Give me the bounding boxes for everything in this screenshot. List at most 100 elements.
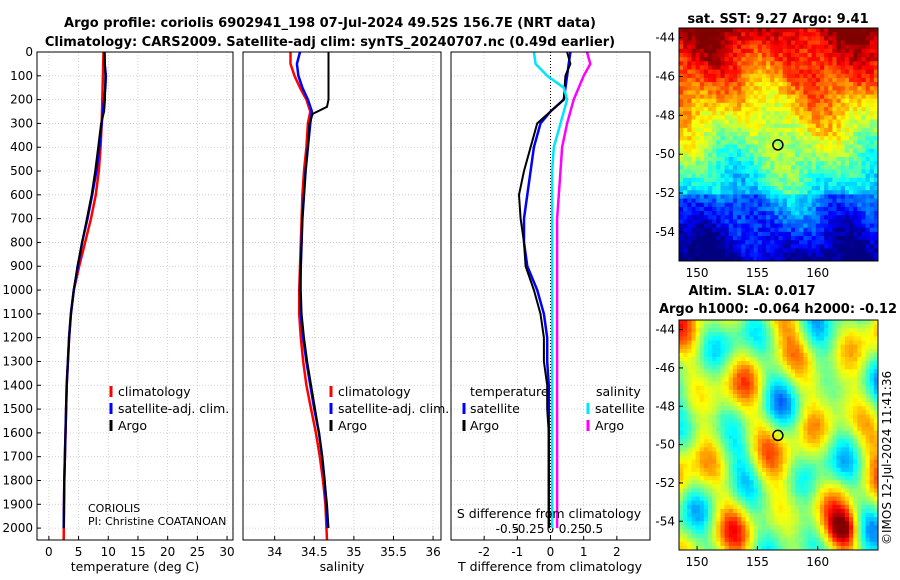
- map-cell: [683, 57, 688, 62]
- map-cell: [865, 443, 871, 448]
- map-cell: [828, 65, 833, 71]
- map-cell: [691, 169, 696, 175]
- map-cell: [737, 69, 742, 75]
- map-cell: [712, 190, 717, 195]
- map-cell: [786, 127, 792, 133]
- map-cell: [745, 32, 750, 37]
- map-cell: [786, 402, 792, 407]
- map-cell: [741, 165, 746, 170]
- map-cell: [824, 393, 829, 399]
- map-cell: [869, 332, 875, 337]
- map-cell: [799, 418, 804, 424]
- map-cell: [745, 148, 750, 154]
- map-cell: [703, 484, 709, 489]
- map-cell: [778, 132, 784, 137]
- map-cell: [683, 348, 688, 354]
- map-cell: [753, 463, 759, 469]
- map-cell: [819, 57, 825, 62]
- map-cell: [683, 123, 688, 129]
- map-cell: [828, 348, 833, 354]
- map-cell: [691, 32, 696, 37]
- map-cell: [807, 82, 813, 87]
- map-cell: [795, 236, 800, 241]
- map-cell: [728, 107, 734, 112]
- map-cell: [869, 69, 875, 75]
- map-cell: [724, 398, 730, 403]
- map-cell: [848, 414, 854, 419]
- map-cell: [757, 443, 763, 448]
- map-cell: [708, 488, 713, 493]
- map-cell: [811, 443, 817, 448]
- map-cell: [741, 132, 746, 137]
- map-cell: [807, 451, 813, 456]
- map-cell: [683, 111, 688, 116]
- map-cell: [848, 102, 854, 108]
- map-cell: [679, 348, 684, 354]
- y-tick-label: 400: [10, 140, 33, 154]
- map-cell: [832, 219, 837, 224]
- map-cell: [869, 240, 875, 245]
- map-cell: [778, 173, 784, 179]
- map-cell: [749, 156, 755, 162]
- map-cell: [799, 480, 804, 485]
- map-cell: [766, 152, 771, 158]
- map-cell: [828, 73, 833, 79]
- map-cell: [790, 223, 796, 229]
- map-cell: [741, 82, 746, 87]
- map-cell: [720, 459, 726, 465]
- map-cell: [869, 352, 875, 358]
- map-cell: [766, 422, 771, 428]
- map-cell: [716, 28, 721, 33]
- map-cell: [761, 127, 767, 133]
- map-cell: [795, 488, 800, 493]
- map-cell: [699, 202, 705, 208]
- map-cell: [778, 165, 784, 170]
- map-cell: [811, 94, 817, 100]
- map-cell: [778, 447, 784, 452]
- map-cell: [832, 36, 837, 41]
- map-cell: [832, 439, 837, 444]
- map-cell: [824, 320, 829, 325]
- map-cell: [691, 439, 696, 444]
- map-cell: [774, 190, 779, 195]
- map-cell: [869, 107, 875, 112]
- map-cell: [824, 148, 829, 154]
- map-cell: [720, 336, 726, 341]
- map-cell: [861, 410, 866, 415]
- map-cell: [786, 227, 792, 233]
- map-cell: [811, 198, 817, 204]
- map-cell: [716, 227, 721, 233]
- map-cell: [687, 352, 692, 358]
- map-cell: [828, 111, 833, 116]
- map-cell: [679, 467, 684, 473]
- map-cell: [691, 86, 696, 91]
- map-cell: [703, 181, 709, 187]
- map-cell: [807, 471, 813, 477]
- map-cell: [699, 111, 705, 116]
- map-cell: [815, 447, 821, 452]
- map-cell: [815, 132, 821, 137]
- map-cell: [873, 467, 878, 473]
- map-cell: [699, 252, 705, 258]
- map-cell: [778, 77, 784, 83]
- map-cell: [807, 28, 813, 33]
- map-cell: [790, 57, 796, 62]
- map-cell: [836, 422, 842, 428]
- map-cell: [840, 430, 846, 436]
- map-cell: [848, 57, 854, 62]
- map-cell: [716, 414, 721, 419]
- x-tick-label: 15: [130, 545, 145, 559]
- map-cell: [832, 107, 837, 112]
- map-cell: [687, 144, 692, 150]
- map-cell: [873, 94, 878, 100]
- map-cell: [861, 328, 866, 333]
- map-cell: [712, 123, 717, 129]
- map-cell: [699, 324, 705, 329]
- map-cell: [708, 219, 713, 224]
- map-cell: [766, 198, 771, 204]
- map-cell: [811, 236, 817, 241]
- map-cell: [819, 177, 825, 183]
- map-cell: [691, 136, 696, 141]
- map-cell: [695, 107, 701, 112]
- map-cell: [732, 492, 738, 498]
